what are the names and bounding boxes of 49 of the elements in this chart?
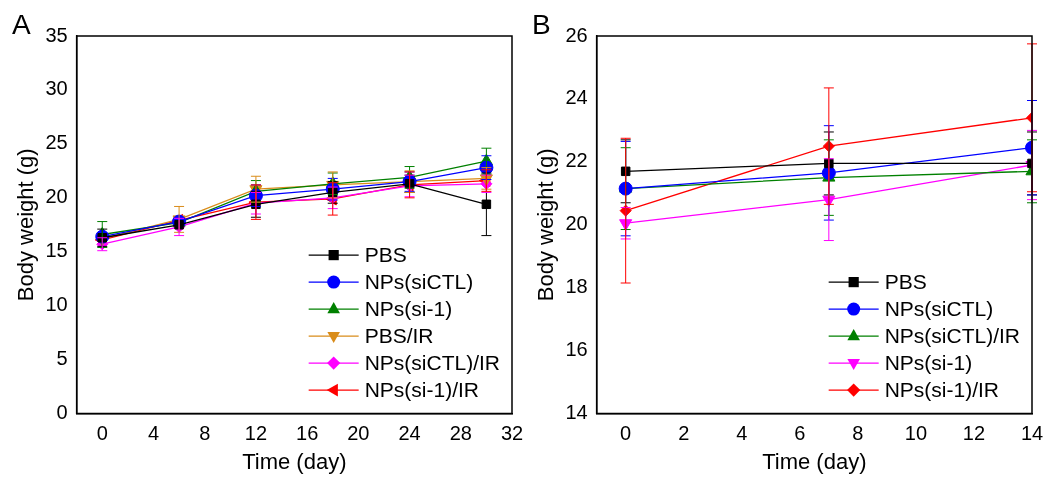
y-tick-label: 16 [565, 338, 588, 361]
x-tick-label: 12 [244, 422, 268, 445]
x-tick-label: 8 [199, 422, 211, 445]
y-tick-label: 14 [565, 401, 588, 424]
y-axis-title: Body weight (g) [533, 148, 559, 302]
x-tick-label: 12 [962, 422, 986, 445]
x-axis-title: Time (day) [762, 448, 867, 474]
legend-label: PBS [364, 242, 407, 266]
legend-label: NPs(si-1) [364, 296, 453, 320]
y-tick-label: 20 [45, 185, 68, 208]
legend-label: NPs(siCTL)/IR [884, 323, 1021, 347]
y-tick-label: 22 [565, 149, 588, 172]
y-tick-label: 35 [45, 23, 68, 46]
y-tick-label: 26 [565, 23, 588, 46]
legend-label: NPs(si-1)/IR [884, 377, 1000, 401]
legend-label: PBS [884, 269, 927, 293]
x-tick-label: 8 [852, 422, 864, 445]
y-tick-label: 15 [45, 239, 68, 262]
y-tick-label: 25 [45, 131, 68, 154]
x-axis-title: Time (day) [242, 448, 347, 474]
x-tick-label: 10 [904, 422, 928, 445]
y-tick-label: 5 [56, 347, 68, 370]
x-tick-label: 0 [620, 422, 632, 445]
x-tick-label: 4 [147, 422, 160, 445]
x-tick-label: 0 [96, 422, 108, 445]
x-tick-label: 28 [449, 422, 472, 445]
y-tick-label: 10 [45, 293, 68, 316]
x-tick-label: 14 [1020, 422, 1044, 445]
legend-label: NPs(si-1) [884, 350, 973, 374]
x-tick-label: 2 [678, 422, 690, 445]
y-tick-label: 24 [565, 86, 588, 109]
y-tick-label: 0 [56, 401, 68, 424]
y-tick-label: 20 [565, 212, 588, 235]
legend-label: NPs(siCTL) [364, 269, 474, 293]
x-tick-label: 32 [500, 422, 524, 445]
x-tick-label: 16 [296, 422, 319, 445]
y-axis-title: Body weight (g) [13, 148, 39, 302]
chart-title: A [12, 8, 31, 40]
legend-label: NPs(siCTL)/IR [364, 350, 501, 374]
x-tick-label: 4 [736, 422, 748, 445]
legend-label: PBS/IR [364, 323, 434, 347]
x-tick-label: 20 [347, 422, 370, 445]
chart-title: B [532, 8, 551, 40]
legend-label: NPs(siCTL) [884, 296, 994, 320]
y-tick-label: 30 [45, 77, 68, 100]
x-tick-label: 24 [398, 422, 421, 445]
legend-label: NPs(si-1)/IR [364, 377, 480, 401]
x-tick-label: 6 [794, 422, 806, 445]
y-tick-label: 18 [565, 275, 588, 298]
